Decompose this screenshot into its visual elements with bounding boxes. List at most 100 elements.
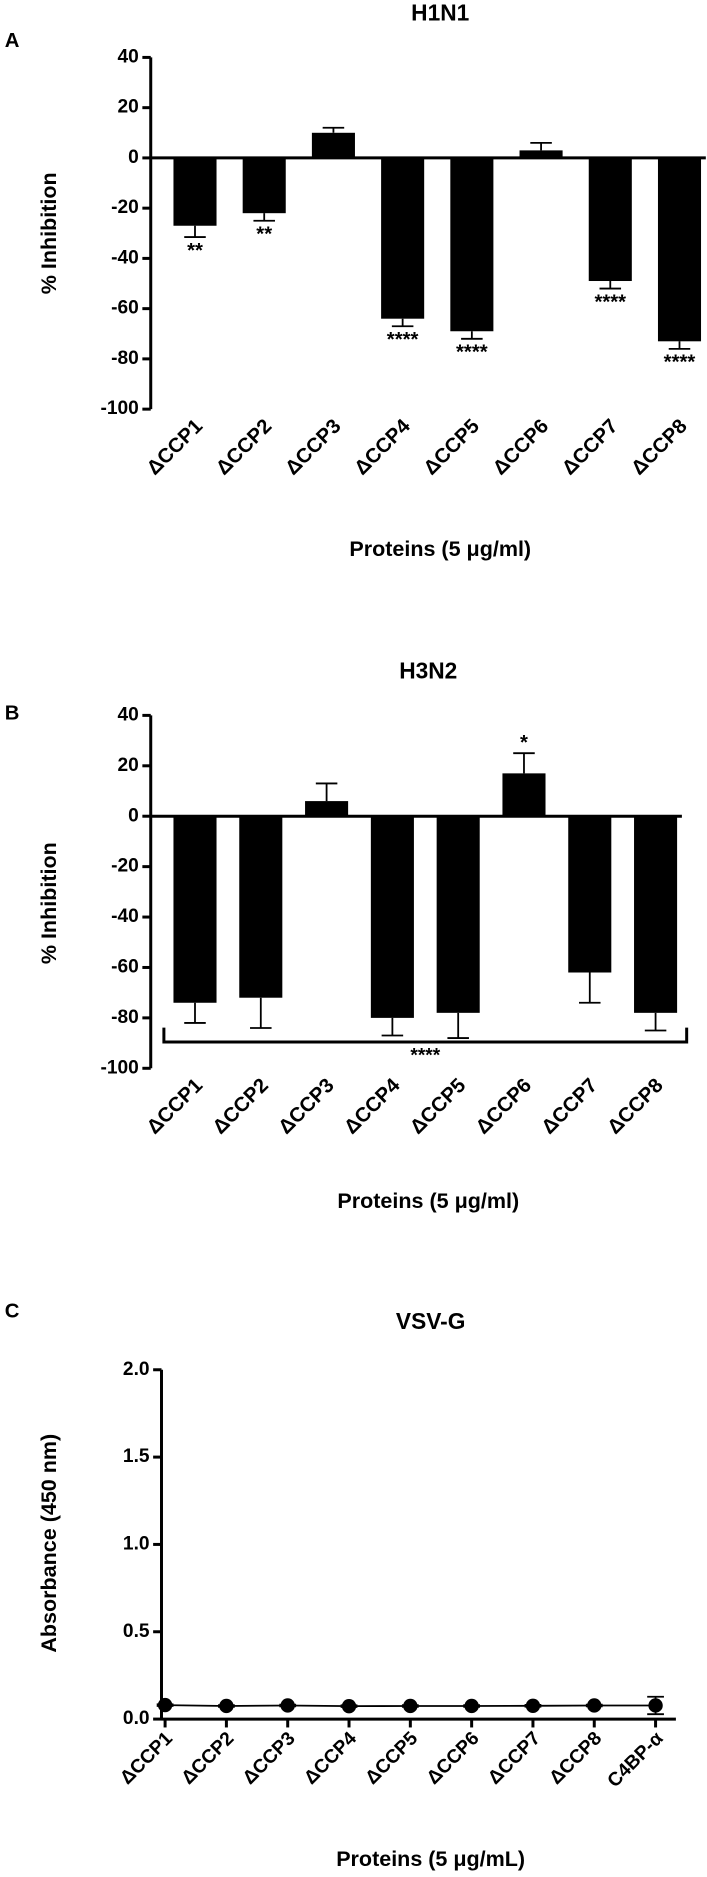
x-tick-label: ΔCCP7 bbox=[558, 415, 622, 479]
point bbox=[280, 1698, 295, 1713]
bar bbox=[588, 157, 632, 282]
y-tick-label: -40 bbox=[111, 906, 139, 927]
error-bar bbox=[250, 997, 272, 1029]
y-tick-label: -100 bbox=[100, 1057, 138, 1078]
y-tick-label: 40 bbox=[117, 704, 138, 725]
error-bar bbox=[381, 1017, 404, 1037]
x-tick-label: ΔCCP6 bbox=[423, 1728, 484, 1789]
point bbox=[648, 1698, 663, 1713]
x-tick-label: ΔCCP1 bbox=[143, 1074, 207, 1138]
y-tick-label: -20 bbox=[111, 197, 139, 218]
bar bbox=[242, 157, 286, 214]
y-tick-label: -40 bbox=[111, 247, 139, 268]
point bbox=[587, 1698, 602, 1713]
x-tick-label: ΔCCP1 bbox=[143, 415, 207, 479]
significance-label: ** bbox=[256, 223, 272, 245]
y-tick-label: 0 bbox=[128, 805, 139, 826]
significance-label: **** bbox=[456, 342, 488, 364]
y-tick-label: 2.0 bbox=[123, 1359, 150, 1380]
point bbox=[525, 1698, 541, 1713]
x-tick-label: ΔCCP3 bbox=[239, 1728, 300, 1789]
x-tick-label: ΔCCP5 bbox=[420, 415, 484, 479]
bar bbox=[305, 801, 349, 817]
x-tick-label: ΔCCP5 bbox=[362, 1728, 423, 1789]
bar bbox=[502, 773, 546, 817]
significance-bracket bbox=[162, 1027, 689, 1044]
chart-title: VSV-G bbox=[396, 1308, 465, 1334]
bar bbox=[634, 816, 678, 1013]
panel-label: A bbox=[5, 30, 20, 52]
point bbox=[157, 1697, 173, 1713]
y-tick-label: 20 bbox=[117, 755, 138, 776]
y-tick-label: -20 bbox=[111, 856, 139, 877]
x-axis-label: Proteins (5 μg/ml) bbox=[349, 537, 531, 561]
point bbox=[464, 1698, 479, 1714]
x-tick-label: ΔCCP2 bbox=[212, 415, 276, 479]
x-tick-label: ΔCCP4 bbox=[340, 1074, 405, 1139]
y-axis-label: % Inhibition bbox=[37, 172, 61, 294]
y-tick-label: 1.0 bbox=[123, 1533, 150, 1554]
x-axis-label: Proteins (5 μg/ml) bbox=[337, 1189, 519, 1213]
error-bar bbox=[184, 225, 206, 238]
significance-label: **** bbox=[410, 1045, 440, 1066]
panel-label: B bbox=[5, 703, 20, 725]
panel-label: C bbox=[5, 1301, 20, 1323]
bar bbox=[450, 157, 494, 332]
bar bbox=[239, 816, 283, 998]
error-bar bbox=[391, 318, 414, 328]
point bbox=[219, 1698, 234, 1714]
x-tick-label: ΔCCP3 bbox=[281, 415, 345, 479]
x-tick-label: ΔCCP7 bbox=[484, 1728, 545, 1789]
y-axis-label: % Inhibition bbox=[37, 842, 61, 964]
x-tick-label: ΔCCP3 bbox=[274, 1074, 338, 1138]
x-tick-label: ΔCCP8 bbox=[546, 1728, 607, 1789]
significance-label: **** bbox=[664, 352, 696, 374]
bar bbox=[381, 157, 425, 319]
bar bbox=[311, 132, 355, 158]
error-bar bbox=[599, 281, 622, 290]
x-tick-label: ΔCCP2 bbox=[209, 1074, 273, 1138]
x-tick-label: ΔCCP8 bbox=[627, 415, 691, 479]
chart-title: H3N2 bbox=[399, 657, 457, 683]
bar bbox=[436, 816, 480, 1013]
error-bar bbox=[530, 141, 552, 151]
x-tick-label: ΔCCP4 bbox=[351, 415, 416, 480]
chart-title: H1N1 bbox=[411, 0, 469, 25]
y-tick-label: -80 bbox=[111, 1007, 139, 1028]
bar bbox=[657, 157, 702, 342]
bar bbox=[173, 157, 217, 226]
x-tick-label: ΔCCP6 bbox=[489, 415, 553, 479]
x-tick-label: ΔCCP5 bbox=[406, 1074, 470, 1138]
point bbox=[341, 1698, 357, 1714]
y-axis-label: Absorbance (450 nm) bbox=[37, 1434, 61, 1653]
error-bar bbox=[644, 1012, 667, 1032]
y-tick-label: -60 bbox=[111, 957, 139, 978]
bar bbox=[370, 816, 414, 1018]
x-tick-label: C4BP-α bbox=[604, 1728, 668, 1792]
x-tick-label: ΔCCP6 bbox=[472, 1074, 536, 1138]
bar bbox=[173, 816, 217, 1003]
point bbox=[403, 1698, 418, 1714]
error-bar bbox=[447, 1012, 469, 1039]
y-tick-label: 1.5 bbox=[123, 1446, 150, 1467]
x-tick-label: ΔCCP8 bbox=[603, 1074, 667, 1138]
error-bar bbox=[668, 341, 691, 350]
significance-label: ** bbox=[187, 240, 203, 262]
error-bar bbox=[253, 213, 275, 222]
error-bar bbox=[322, 126, 345, 133]
y-tick-label: 0 bbox=[128, 147, 139, 168]
error-bar bbox=[184, 1002, 206, 1024]
significance-label: **** bbox=[387, 329, 419, 351]
x-tick-label: ΔCCP7 bbox=[538, 1074, 602, 1138]
bar bbox=[519, 150, 563, 158]
significance-label: **** bbox=[594, 291, 626, 313]
x-axis-label: Proteins (5 μg/mL) bbox=[336, 1847, 525, 1871]
y-tick-label: 0.0 bbox=[123, 1708, 150, 1729]
x-tick-label: ΔCCP2 bbox=[178, 1728, 239, 1789]
bar bbox=[568, 816, 612, 973]
x-tick-label: ΔCCP4 bbox=[300, 1728, 361, 1789]
x-tick-label: ΔCCP1 bbox=[116, 1728, 177, 1789]
error-bar bbox=[579, 972, 601, 1004]
